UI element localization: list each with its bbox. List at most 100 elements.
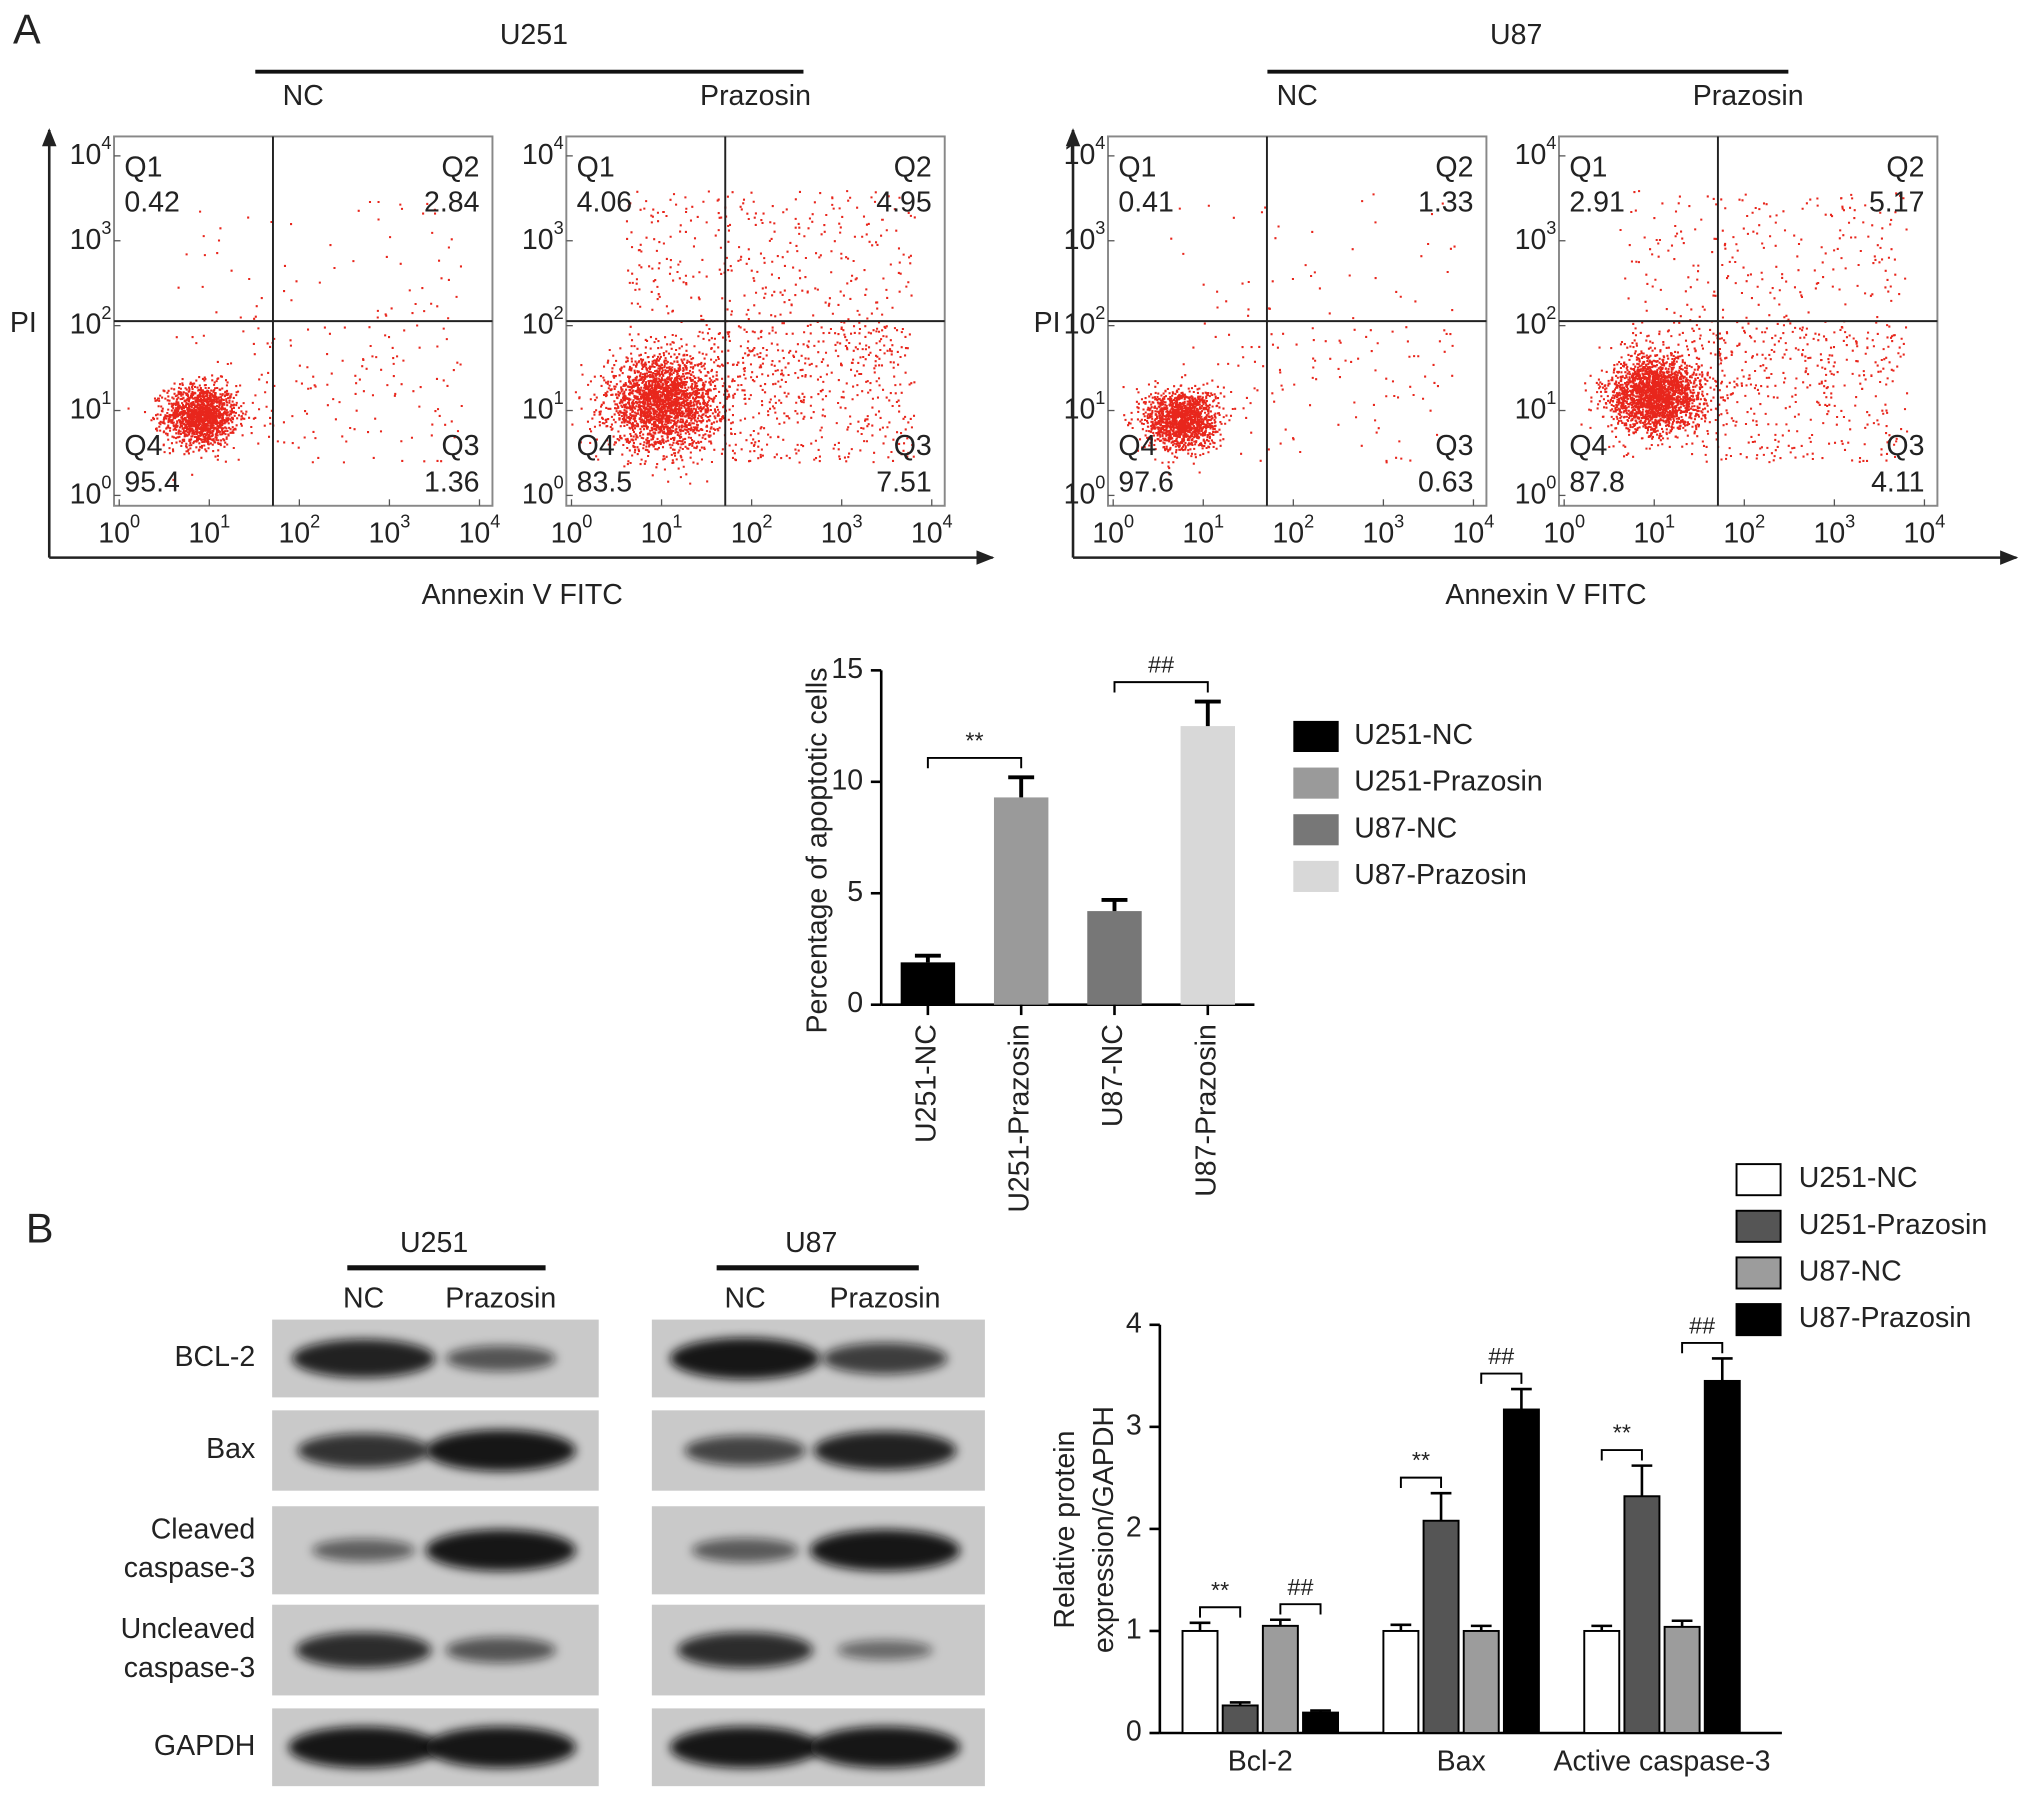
- quadrant-value: 0.41: [1118, 186, 1173, 218]
- y-tick-label: 103: [1064, 218, 1106, 255]
- blot-band: [677, 1632, 814, 1668]
- quadrant-value: 0.42: [124, 186, 179, 218]
- tick-exponent: 1: [101, 388, 111, 408]
- tick-exponent: 4: [1935, 511, 1945, 531]
- y-tick-label: 2: [1126, 1511, 1142, 1543]
- legend-label: U251-Prazosin: [1354, 766, 1543, 798]
- x-axis-label: Annexin V FITC: [422, 579, 623, 611]
- blot-band: [669, 1337, 821, 1380]
- y-tick-label: 104: [1515, 133, 1557, 170]
- blot-band: [669, 1726, 821, 1769]
- event-dots: [1580, 190, 1909, 464]
- tick-exponent: 3: [1095, 218, 1105, 238]
- tick-exponent: 0: [1546, 473, 1556, 493]
- blot-band: [822, 1342, 948, 1375]
- quadrant-value: 2.91: [1569, 186, 1624, 218]
- tick-base: 10: [459, 517, 491, 549]
- blot-band: [425, 1529, 576, 1572]
- tick-base: 10: [1064, 223, 1096, 255]
- error-bar: [1310, 1709, 1331, 1713]
- tick-base: 10: [278, 517, 310, 549]
- x-tick-label: 100: [98, 511, 140, 548]
- quadrant-name: Q3: [441, 430, 479, 462]
- x-tick-label: 104: [459, 511, 501, 548]
- quadrant-name: Q2: [441, 151, 479, 183]
- x-axis-label: Annexin V FITC: [1445, 579, 1646, 611]
- y-tick-label: 100: [1515, 473, 1557, 510]
- tick-base: 10: [1182, 517, 1214, 549]
- y-tick-label: 0: [1126, 1716, 1142, 1748]
- quadrant-value: 7.51: [876, 466, 931, 498]
- tick-exponent: 1: [1095, 388, 1105, 408]
- blot-band: [312, 1538, 416, 1562]
- tick-base: 10: [731, 517, 763, 549]
- tick-base: 10: [1515, 308, 1547, 340]
- blot-band: [297, 1433, 430, 1468]
- tick-exponent: 3: [1845, 511, 1855, 531]
- tick-exponent: 3: [1546, 218, 1556, 238]
- condition-label: NC: [283, 80, 324, 112]
- error-bar: [1101, 898, 1128, 912]
- bar: [1087, 911, 1142, 1005]
- significance-label: **: [1613, 1420, 1631, 1446]
- y-tick-label: 101: [1515, 388, 1557, 425]
- significance-bracket: [1199, 1606, 1242, 1618]
- row-label: caspase-3: [124, 1552, 255, 1584]
- tick-exponent: 2: [1755, 511, 1765, 531]
- bar: [900, 962, 956, 1005]
- tick-base: 10: [641, 517, 673, 549]
- tick-exponent: 4: [1095, 133, 1105, 153]
- blot-band: [295, 1632, 432, 1668]
- tick-base: 10: [1064, 308, 1096, 340]
- event-dots: [571, 190, 916, 485]
- bar: [1382, 1629, 1420, 1734]
- tick-base: 10: [1064, 478, 1096, 510]
- tick-base: 10: [1064, 393, 1096, 425]
- quadrant-name: Q4: [1569, 430, 1607, 462]
- quadrant-value: 95.4: [124, 466, 180, 498]
- quadrant-name: Q4: [577, 430, 615, 462]
- x-tick-label: U251-NC: [910, 1024, 942, 1143]
- y-tick-label: 3: [1126, 1409, 1142, 1441]
- bar: [1221, 1704, 1259, 1734]
- x-tick-label: 102: [731, 511, 773, 548]
- legend-label: U87-Prazosin: [1799, 1302, 1972, 1334]
- error-bar: [1189, 1621, 1211, 1631]
- quadrant-name: Q1: [124, 151, 162, 183]
- blot-band: [425, 1429, 576, 1472]
- row-label: Uncleaved: [121, 1613, 256, 1645]
- significance-label: ##: [1148, 652, 1174, 678]
- tick-exponent: 4: [943, 511, 953, 531]
- tick-exponent: 1: [1214, 511, 1224, 531]
- quadrant-value: 1.33: [1418, 186, 1473, 218]
- tick-exponent: 2: [1546, 303, 1556, 323]
- error-bar: [1591, 1624, 1613, 1631]
- tick-exponent: 0: [130, 511, 140, 531]
- tick-base: 10: [522, 138, 554, 170]
- error-bar: [1430, 1491, 1452, 1521]
- legend-label: U87-NC: [1799, 1255, 1902, 1287]
- y-tick-label: 102: [1064, 303, 1106, 340]
- y-tick-label: 1: [1126, 1613, 1142, 1645]
- y-tick-label: 100: [70, 473, 112, 510]
- lane-label: Prazosin: [445, 1283, 556, 1315]
- quadrant-name: Q1: [1118, 151, 1156, 183]
- x-tick-label: 100: [1543, 511, 1585, 548]
- tick-exponent: 1: [672, 511, 682, 531]
- tick-base: 10: [522, 393, 554, 425]
- error-bar: [1631, 1464, 1653, 1497]
- tick-exponent: 1: [220, 511, 230, 531]
- tick-base: 10: [188, 517, 220, 549]
- tick-base: 10: [70, 223, 102, 255]
- y-tick-label: 102: [70, 303, 112, 340]
- blot-band: [425, 1726, 576, 1769]
- bar: [1623, 1495, 1661, 1734]
- tick-base: 10: [522, 308, 554, 340]
- row-label: GAPDH: [154, 1730, 255, 1762]
- x-tick-label: 103: [369, 511, 411, 548]
- legend-swatch: [1293, 767, 1339, 799]
- y-tick-label: 101: [1064, 388, 1106, 425]
- event-dots: [127, 200, 463, 481]
- y-tick-label: 100: [1064, 473, 1106, 510]
- y-tick-label: 103: [1515, 218, 1557, 255]
